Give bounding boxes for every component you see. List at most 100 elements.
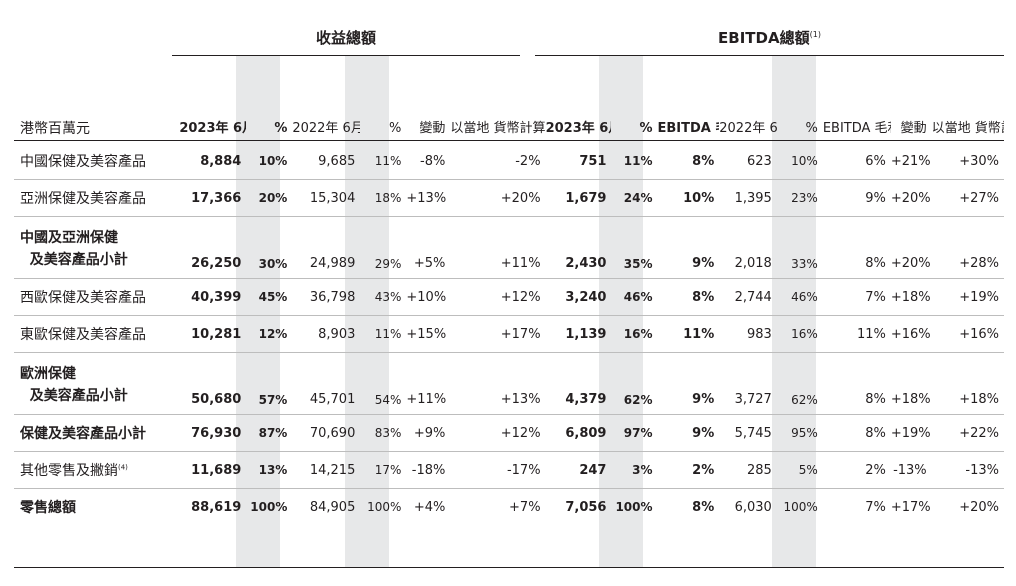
ebitda-footnote: (1)	[809, 30, 821, 39]
header-rev-2023: 2023年 6月30日	[179, 121, 246, 136]
eb-change: +20%	[890, 216, 932, 279]
eb-local-change: +22%	[931, 414, 1004, 452]
eb-local-change: +19%	[931, 278, 1004, 316]
eb-2023-pct: 62%	[611, 352, 658, 415]
header-rev-local: 以當地 貨幣計算 之變動	[450, 121, 546, 136]
rev-2022-pct: 11%	[360, 143, 407, 180]
rev-2022-pct: 83%	[360, 414, 407, 452]
rev-2023-pct: 10%	[246, 143, 293, 180]
eb-change: +18%	[890, 352, 932, 415]
rev-2023-pct: 87%	[246, 414, 293, 452]
eb-2022-value: 2,744	[719, 278, 777, 316]
row-label: 亞洲保健及美容產品	[14, 179, 180, 217]
header-eb-local: 以當地 貨幣計算 之變動	[931, 121, 1004, 136]
rev-2022-value: 24,989	[292, 216, 361, 279]
table-row: 中國保健及美容產品 8,884 10% 9,685 11% -8% -2% 75…	[14, 143, 1004, 180]
eb-2023-value: 7,056	[565, 499, 607, 515]
eb-2023-pct: 46%	[611, 278, 658, 316]
eb-local-change: +18%	[931, 352, 1004, 415]
rev-2023-value: 50,680	[179, 352, 247, 415]
row-label-line-2: 及美容產品小計	[20, 252, 128, 268]
rev-change: +11%	[406, 352, 451, 415]
table-row: 西歐保健及美容產品 40,399 45% 36,798 43% +10% +12…	[14, 278, 1004, 316]
eb-change: +21%	[890, 143, 932, 180]
rev-change: +15%	[406, 315, 451, 353]
eb-2023-value: 1,679	[545, 179, 612, 217]
rev-2023-value: 88,619	[191, 499, 242, 515]
rev-2022-value: 36,798	[292, 278, 361, 316]
rev-local-change: +12%	[450, 414, 546, 452]
header-unit-label: 港幣百萬元	[20, 121, 90, 137]
row-label: 中國及亞洲保健 及美容產品小計	[14, 216, 180, 279]
rev-2022-value: 8,903	[292, 315, 361, 353]
revenue-group-title: 收益總額	[172, 27, 520, 48]
table-row: 東歐保健及美容產品 10,281 12% 8,903 11% +15% +17%…	[14, 315, 1004, 353]
header-eb-change: 變動	[900, 121, 927, 136]
eb-2023-margin: 9%	[657, 352, 720, 415]
eb-2022-margin: 8%	[822, 216, 891, 279]
header-rev-change: 變動	[419, 121, 446, 136]
eb-local-change: +27%	[931, 179, 1004, 217]
ebitda-title: EBITDA總額	[718, 29, 810, 47]
rev-local-change: +13%	[450, 352, 546, 415]
row-label-line-2: 及美容產品小計	[20, 388, 128, 404]
rev-2023-pct: 45%	[246, 278, 293, 316]
eb-2022-value: 6,030	[734, 499, 772, 515]
eb-change: +19%	[890, 414, 932, 452]
eb-2023-pct: 24%	[611, 179, 658, 217]
eb-2023-pct: 3%	[611, 451, 658, 489]
eb-2022-pct: 10%	[776, 143, 823, 180]
rev-2022-value: 70,690	[292, 414, 361, 452]
header-rev-2023-pct: %	[274, 121, 288, 136]
eb-local-change: -13%	[931, 451, 1004, 489]
rev-local-change: -17%	[450, 451, 546, 489]
eb-2023-pct: 97%	[611, 414, 658, 452]
rev-2022-pct: 29%	[360, 216, 407, 279]
rev-change: -8%	[406, 143, 451, 180]
header-rev-2022-pct: %	[389, 121, 402, 136]
eb-2023-margin: 11%	[657, 315, 720, 353]
row-label-footnote: (4)	[118, 463, 128, 472]
table-row: 歐洲保健 及美容產品小計 50,680 57% 45,701 54% +11% …	[14, 352, 1004, 415]
rev-2022-pct: 17%	[360, 451, 407, 489]
rev-2023-pct: 100%	[250, 500, 288, 514]
eb-2023-value: 6,809	[545, 414, 612, 452]
eb-2022-pct: 33%	[776, 216, 823, 279]
eb-local-change: +30%	[931, 143, 1004, 180]
eb-2022-pct: 23%	[776, 179, 823, 217]
eb-2023-value: 3,240	[545, 278, 612, 316]
table-row-total: 零售總額 88,619 100% 84,905 100% +4% +7% 7,0…	[14, 489, 1004, 526]
rev-change: +10%	[406, 278, 451, 316]
row-label: 東歐保健及美容產品	[14, 315, 180, 353]
header-eb-2022-pct: %	[805, 121, 818, 136]
row-label-line-1: 歐洲保健	[20, 366, 76, 382]
rev-local-change: +17%	[450, 315, 546, 353]
eb-2022-value: 285	[719, 451, 777, 489]
rev-2022-value: 15,304	[292, 179, 361, 217]
eb-2022-value: 3,727	[719, 352, 777, 415]
eb-2022-margin: 7%	[822, 278, 891, 316]
rev-local-change: +11%	[450, 216, 546, 279]
ebitda-group-rule	[535, 55, 1004, 56]
eb-2022-margin: 9%	[822, 179, 891, 217]
eb-2022-value: 623	[719, 143, 777, 180]
rev-2022-pct: 18%	[360, 179, 407, 217]
eb-2022-margin: 8%	[822, 414, 891, 452]
eb-local-change: +20%	[959, 499, 999, 515]
rev-local-change: +12%	[450, 278, 546, 316]
eb-change: +18%	[890, 278, 932, 316]
eb-2022-margin: 6%	[822, 143, 891, 180]
eb-2022-margin: 7%	[865, 499, 886, 515]
rev-2023-pct: 13%	[246, 451, 293, 489]
row-label-line-1: 中國及亞洲保健	[20, 230, 118, 246]
rev-change: +13%	[406, 179, 451, 217]
financial-table: 港幣百萬元 2023年 6月30日 % 2022年 6月30日 % 變動 以當地…	[14, 58, 1004, 525]
eb-2022-margin: 8%	[822, 352, 891, 415]
eb-2023-value: 4,379	[545, 352, 612, 415]
rev-2023-pct: 57%	[246, 352, 293, 415]
revenue-title: 收益總額	[315, 29, 376, 47]
eb-2022-pct: 5%	[776, 451, 823, 489]
eb-change: -13%	[890, 451, 932, 489]
eb-local-change: +16%	[931, 315, 1004, 353]
eb-2022-margin: 11%	[822, 315, 891, 353]
